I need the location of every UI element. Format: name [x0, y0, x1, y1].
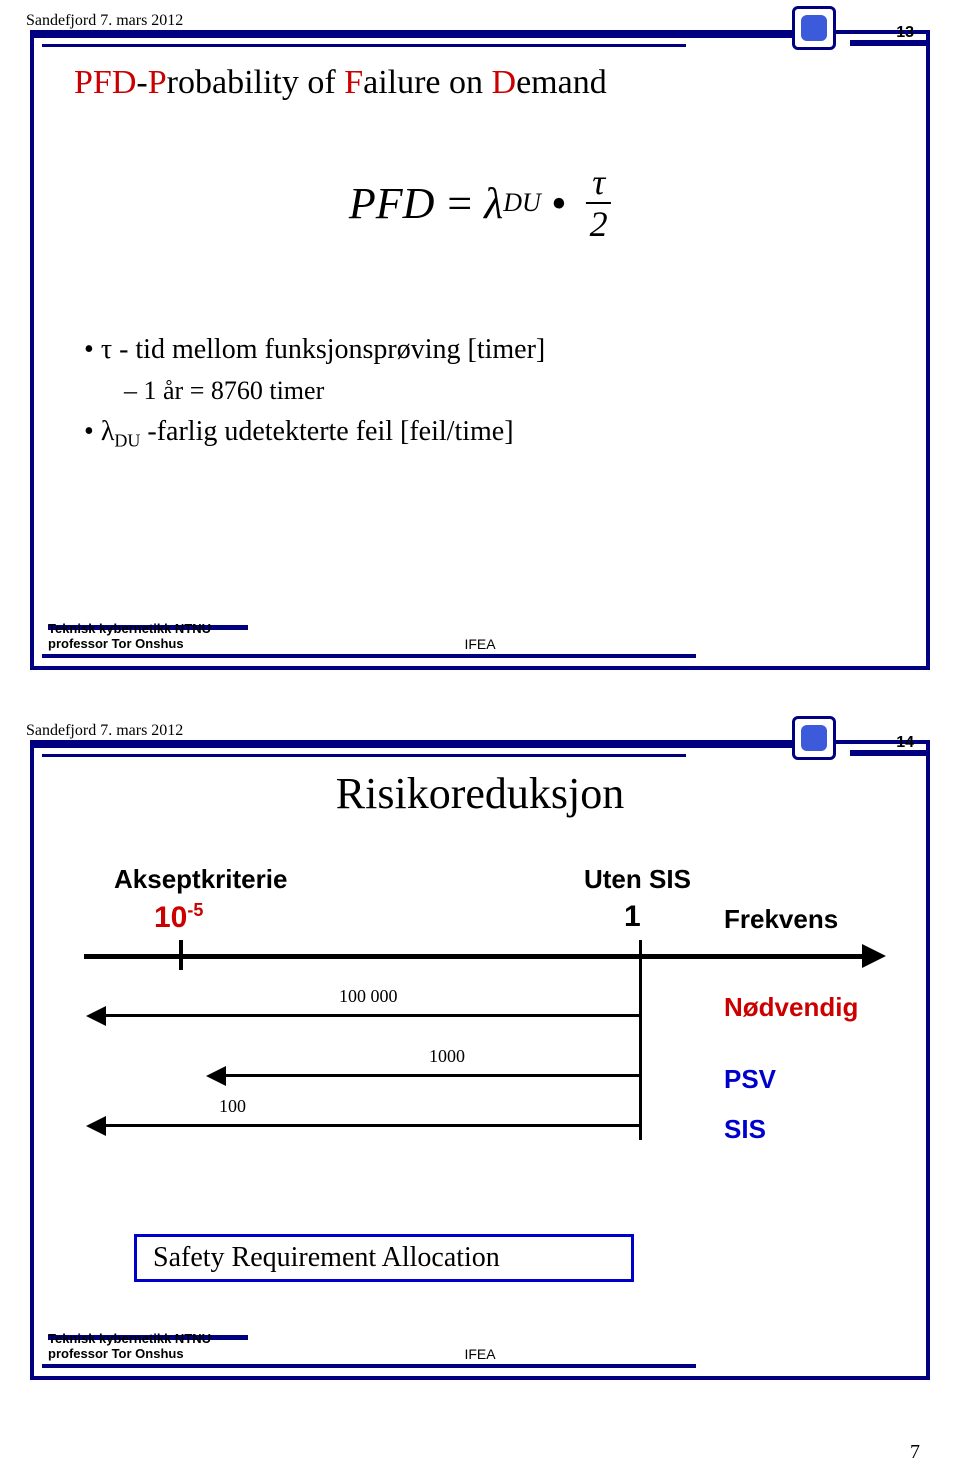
header-right-rule: [850, 40, 930, 46]
num-1000: 1000: [429, 1046, 465, 1067]
formula-fraction: τ 2: [586, 164, 611, 242]
slide-page-number: 13: [896, 24, 914, 42]
bullet-2-post: -farlig udetekterte feil [feil/time]: [140, 416, 513, 447]
formula-num: τ: [586, 164, 611, 204]
logo-icon: [792, 6, 836, 50]
footer-org: Teknisk kybernetikk NTNU: [48, 1331, 211, 1346]
footer-rule: [42, 1364, 696, 1368]
label-nodvendig: Nødvendig: [724, 992, 858, 1023]
title-rest4: emand: [516, 64, 607, 101]
slide-page-number: 14: [896, 734, 914, 752]
title-rest2: robability of: [167, 64, 345, 101]
axis-line: [84, 954, 864, 959]
header-inner-rule: [42, 44, 686, 47]
footer-author: professor Tor Onshus: [48, 636, 211, 652]
header-date: Sandefjord 7. mars 2012: [26, 12, 183, 30]
safety-requirement-box: Safety Requirement Allocation: [134, 1234, 634, 1282]
title-dash: -: [136, 64, 147, 101]
footer-left: Teknisk kybernetikk NTNU professor Tor O…: [48, 621, 211, 652]
risk-diagram: Akseptkriterie 10-5 Uten SIS 1 Frekvens …: [84, 864, 876, 1214]
title-p2: P: [148, 64, 167, 101]
title-d: D: [112, 64, 137, 101]
header-inner-rule: [42, 754, 686, 757]
label-sis: SIS: [724, 1114, 766, 1145]
footer-org: Teknisk kybernetikk NTNU: [48, 621, 211, 636]
label-ten-5: 10-5: [154, 900, 203, 935]
header-rule: [30, 742, 806, 748]
sra-text: Safety Requirement Allocation: [153, 1242, 500, 1274]
footer-center: IFEA: [464, 1346, 495, 1362]
tick-left: [179, 940, 183, 970]
bullet-2-lambda: λ: [101, 416, 115, 447]
title-p: P: [74, 64, 93, 101]
bullet-2-sub: DU: [114, 431, 140, 451]
title-f: F: [93, 64, 112, 101]
footer-left: Teknisk kybernetikk NTNU professor Tor O…: [48, 1331, 211, 1362]
title-d2: D: [492, 64, 517, 101]
formula-den: 2: [590, 204, 608, 242]
slide-title: PFD-Probability of Failure on Demand: [74, 64, 607, 102]
formula-dot: •: [551, 178, 566, 229]
bullet-1-sub: 1 år = 8760 timer: [124, 376, 545, 406]
ten-base: 10: [154, 901, 187, 934]
slide-title: Risikoreduksjon: [336, 768, 624, 819]
footer-center: IFEA: [464, 636, 495, 652]
formula-sub: DU: [503, 188, 541, 218]
label-one: 1: [624, 900, 641, 934]
label-uten-sis: Uten SIS: [584, 864, 691, 895]
axis-arrow-icon: [862, 944, 886, 968]
header-right-rule: [850, 750, 930, 756]
header-rule: [30, 32, 806, 38]
slide-14: Sandefjord 7. mars 2012 14 Risikoreduksj…: [30, 740, 930, 1380]
tick-right: [639, 940, 642, 1140]
bullet-1: τ - tid mellom funksjonsprøving [timer]: [84, 334, 545, 366]
label-akseptkriterie: Akseptkriterie: [114, 864, 287, 895]
label-frekvens: Frekvens: [724, 904, 838, 935]
formula-eq: =: [444, 178, 474, 229]
logo-icon: [792, 716, 836, 760]
arrow-1000: [224, 1074, 640, 1077]
formula-lhs: PFD: [349, 178, 435, 229]
arrow-100000: [104, 1014, 640, 1017]
footer-rule: [42, 654, 696, 658]
footer-author: professor Tor Onshus: [48, 1346, 211, 1362]
formula-lambda: λ: [484, 178, 503, 229]
header-date: Sandefjord 7. mars 2012: [26, 722, 183, 740]
bullet-list: τ - tid mellom funksjonsprøving [timer] …: [84, 334, 545, 462]
title-f2: F: [344, 64, 363, 101]
document-page-number: 7: [910, 1441, 920, 1464]
ten-exp: -5: [187, 900, 203, 920]
label-psv: PSV: [724, 1064, 776, 1095]
slide-13: Sandefjord 7. mars 2012 13 PFD-Probabili…: [30, 30, 930, 670]
arrow-100: [104, 1124, 640, 1127]
formula: PFD = λDU • τ 2: [349, 164, 611, 242]
bullet-2: λDU -farlig udetekterte feil [feil/time]: [84, 416, 545, 452]
title-rest3: ailure on: [363, 64, 491, 101]
num-100: 100: [219, 1096, 246, 1117]
num-100000: 100 000: [339, 986, 398, 1007]
